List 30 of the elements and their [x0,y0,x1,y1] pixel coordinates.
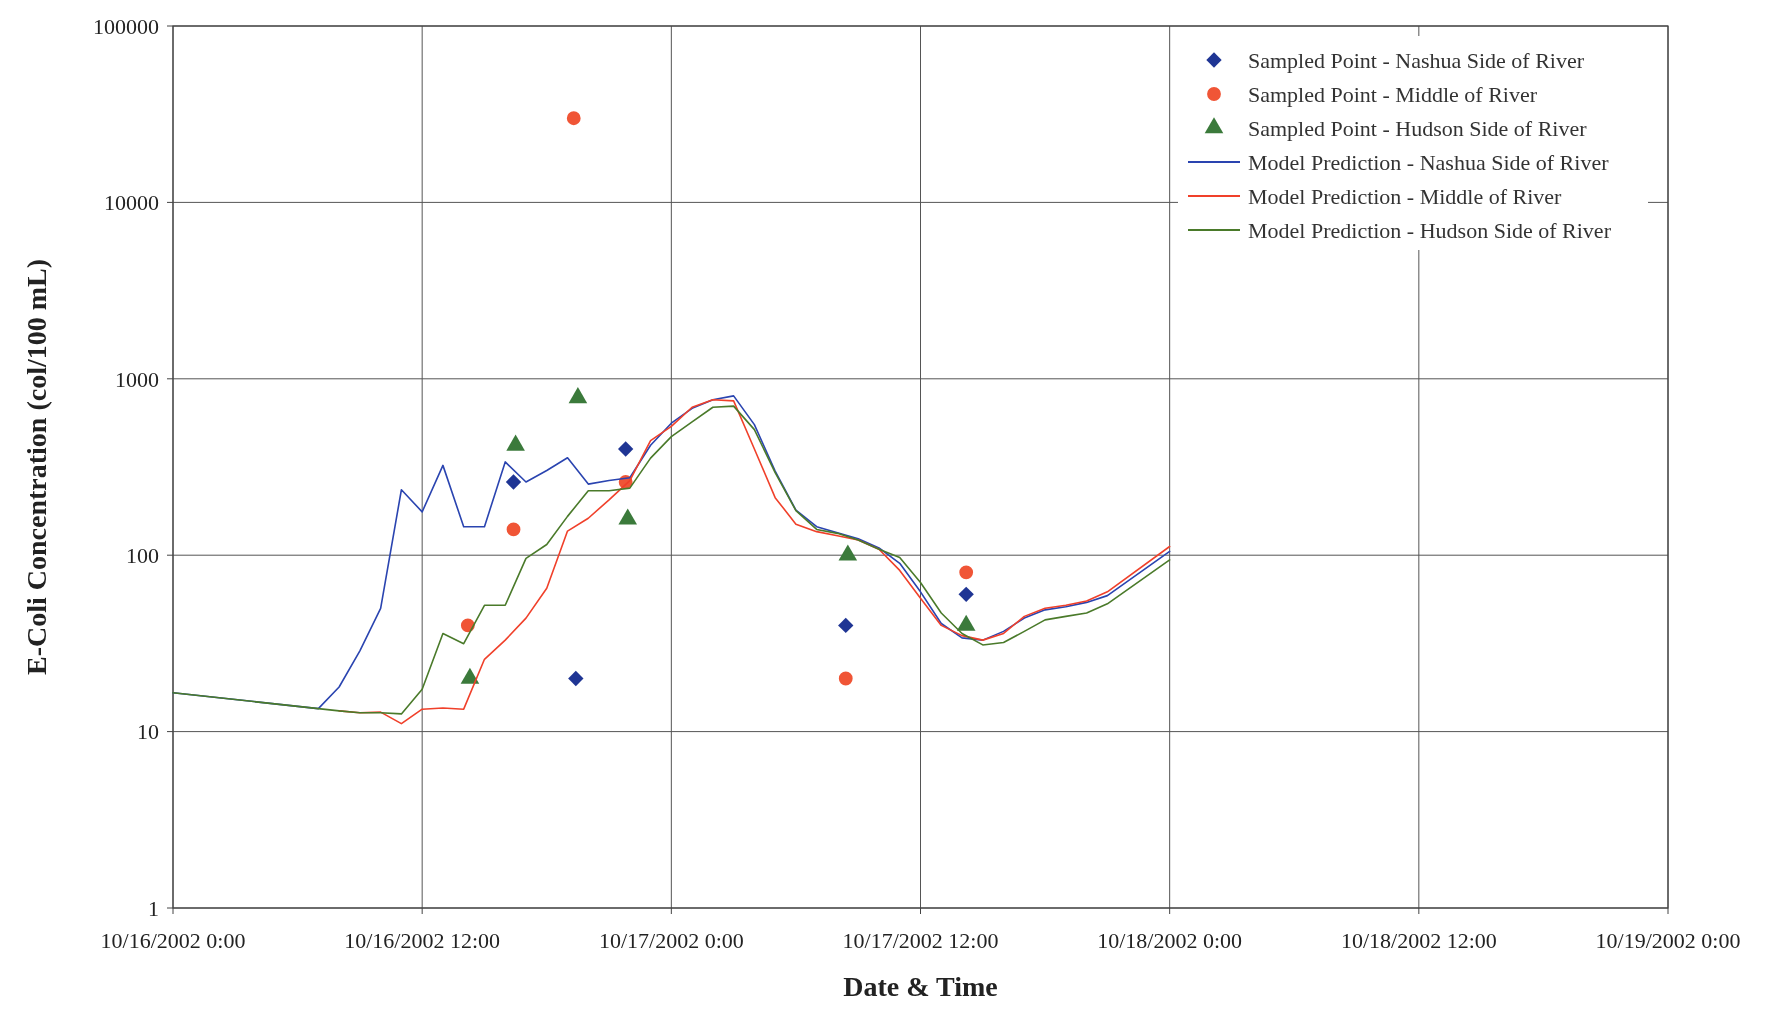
point [617,441,634,457]
point [566,111,581,126]
x-tick-label: 10/17/2002 0:00 [598,928,744,953]
point [958,586,974,602]
legend-label: Sampled Point - Hudson Side of River [1248,115,1588,141]
x-tick-label: 10/18/2002 0:00 [1097,928,1243,953]
point [568,670,584,687]
point [506,522,521,537]
y-tick-label: 1000 [115,366,159,392]
legend-label: Sampled Point - Nashua Side of River [1248,47,1585,73]
x-tick-label: 10/19/2002 0:00 [1595,928,1741,953]
legend-label: Model Prediction - Hudson Side of River [1248,217,1612,243]
x-tick-label: 10/16/2002 0:00 [100,928,246,953]
x-tick-label: 10/16/2002 12:00 [344,928,501,953]
y-tick-label: 100 [126,542,159,568]
y-tick-label: 10000 [104,190,159,216]
x-tick-label: 10/17/2002 12:00 [842,928,999,953]
y-tick-label: 10 [137,719,159,745]
y-tick-label: 100000 [93,13,159,39]
point [838,671,853,686]
legend-label: Model Prediction - Middle of River [1248,183,1563,209]
y-tick-label: 1 [148,895,159,921]
x-tick-label: 10/18/2002 12:00 [1340,928,1497,953]
legend-label: Sampled Point - Middle of River [1248,81,1538,107]
legend-label: Model Prediction - Nashua Side of River [1248,149,1610,175]
point [505,474,522,490]
y-axis-title: E-Coli Concentration (col/100 mL) [21,258,52,676]
x-axis-title: Date & Time [843,971,998,1002]
point [838,617,854,634]
point [959,565,974,580]
